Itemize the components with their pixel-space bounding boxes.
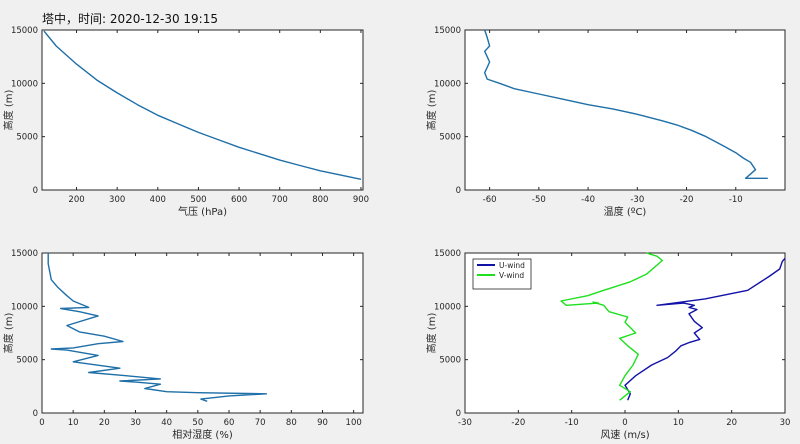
x-tick-label: -30 [458, 418, 472, 428]
x-tick-label: 30 [780, 418, 791, 428]
chart-panel-1: 200 300 400 500 600 700 800 900 0 5000 10000 15000 气… [2, 26, 369, 218]
x-axis-label: 气压 (hPa) [178, 205, 227, 218]
x-tick-label: -20 [680, 195, 694, 205]
x-tick-label: -40 [581, 195, 595, 205]
y-tick-label: 5000 [439, 133, 461, 143]
x-tick-label: 80 [286, 418, 297, 428]
x-tick-label: 70 [255, 418, 266, 428]
y-tick-label: 0 [456, 409, 461, 419]
chart-panel-4: -30 -20 -10 0 10 20 30 0 5000 10000 15000 风速 (m/s) 高… [425, 249, 790, 441]
y-tick-label: 5000 [439, 356, 461, 366]
x-tick-label: -60 [483, 195, 497, 205]
y-tick-label: 10000 [434, 302, 461, 312]
x-tick-label: 900 [353, 195, 369, 205]
y-tick-label: 15000 [11, 26, 38, 36]
series-line-1 [484, 29, 768, 180]
x-tick-label: 0 [622, 418, 627, 428]
legend-label: V-wind [499, 271, 524, 280]
y-tick-label: 0 [456, 186, 461, 196]
x-tick-label: 30 [130, 418, 141, 428]
x-tick-label: 300 [109, 195, 125, 205]
y-tick-label: 0 [33, 186, 38, 196]
y-axis-label: 高度 (m) [2, 313, 15, 354]
y-tick-label: 5000 [16, 356, 38, 366]
legend-label: U-wind [499, 261, 525, 270]
x-tick-label: 800 [312, 195, 328, 205]
x-tick-label: 500 [190, 195, 206, 205]
y-tick-label: 0 [33, 409, 38, 419]
x-tick-label: 20 [99, 418, 110, 428]
x-tick-label: -10 [565, 418, 579, 428]
x-tick-label: -30 [630, 195, 644, 205]
x-tick-label: 10 [673, 418, 684, 428]
chart-panel-3: 0 10 20 30 40 50 60 70 80 90 100 0 5000 10000 15000 相对湿… [2, 249, 364, 441]
x-tick-label: 100 [346, 418, 362, 428]
y-axis-label: 高度 (m) [2, 90, 15, 131]
x-tick-label: 50 [192, 418, 203, 428]
x-tick-label: 400 [150, 195, 166, 205]
x-tick-label: -50 [532, 195, 546, 205]
y-tick-label: 10000 [11, 79, 38, 89]
y-axis-label: 高度 (m) [425, 313, 438, 354]
x-axis-label: 温度 (ºC) [604, 205, 647, 218]
y-tick-label: 15000 [11, 249, 38, 259]
series-line-U-wind [624, 257, 786, 401]
x-tick-label: 0 [39, 418, 44, 428]
x-tick-label: -10 [729, 195, 743, 205]
plot-area [41, 252, 364, 414]
x-tick-label: 40 [161, 418, 172, 428]
y-tick-label: 10000 [11, 302, 38, 312]
series-line-V-wind [560, 252, 663, 401]
x-tick-label: 600 [231, 195, 247, 205]
x-tick-label: 20 [726, 418, 737, 428]
plot-area [41, 29, 364, 191]
x-axis-label: 相对湿度 (%) [172, 428, 233, 441]
x-tick-label: 10 [68, 418, 79, 428]
plot-area [464, 29, 786, 191]
x-tick-label: 200 [68, 195, 84, 205]
y-tick-label: 15000 [434, 26, 461, 36]
x-axis-label: 风速 (m/s) [600, 429, 649, 441]
series-line-1 [47, 253, 268, 402]
x-tick-label: 700 [272, 195, 288, 205]
figure-title: 塔中，时间: 2020-12-30 19:15 [42, 12, 218, 26]
x-tick-label: -20 [511, 418, 525, 428]
y-tick-label: 5000 [16, 133, 38, 143]
chart-panel-2: -60 -50 -40 -30 -20 -10 0 5000 10000 15000 温度 (ºC)… [425, 26, 786, 218]
x-tick-label: 90 [317, 418, 328, 428]
x-tick-label: 60 [224, 418, 235, 428]
y-tick-label: 15000 [434, 249, 461, 259]
series-line-1 [43, 30, 362, 180]
y-axis-label: 高度 (m) [425, 90, 438, 131]
y-tick-label: 10000 [434, 79, 461, 89]
